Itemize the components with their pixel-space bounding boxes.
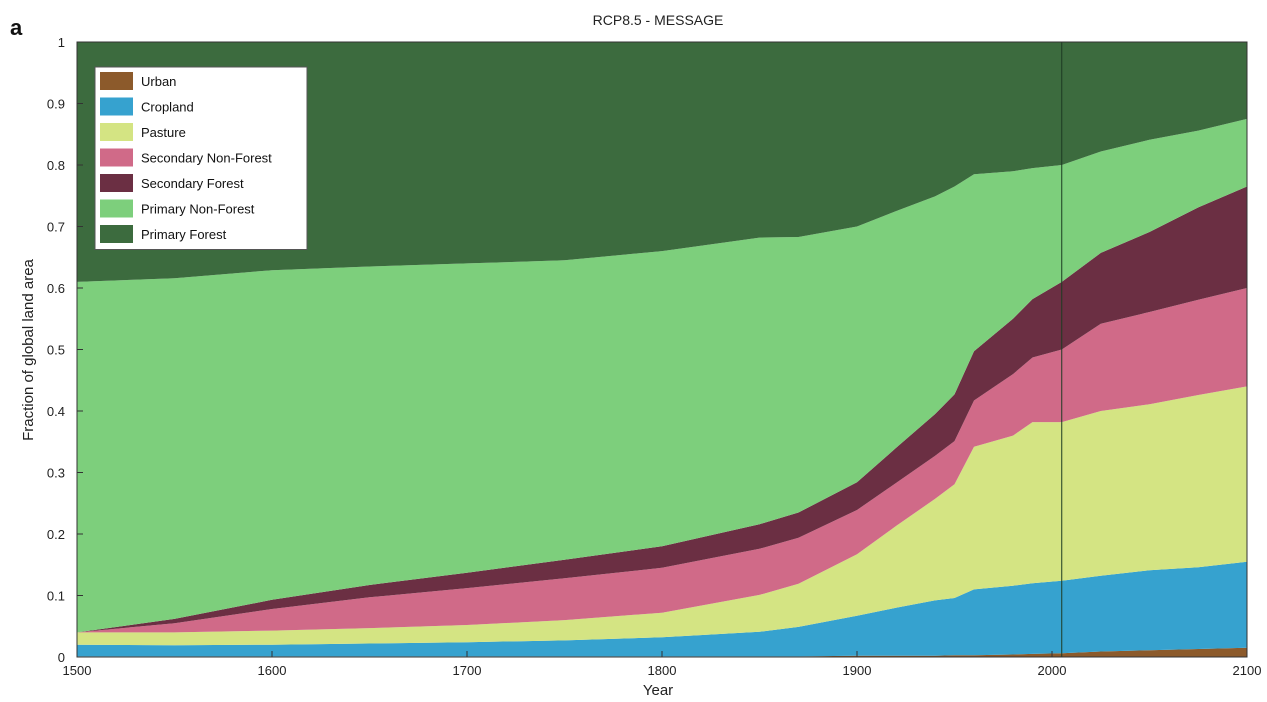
- y-tick-label: 0.6: [47, 281, 65, 296]
- plot-area: [77, 42, 1247, 657]
- y-tick-label: 0.8: [47, 158, 65, 173]
- panel-label: a: [10, 15, 23, 40]
- legend-label-cropland: Cropland: [141, 100, 194, 115]
- x-tick-label: 1700: [453, 663, 482, 678]
- area-secondary-non-forest: [77, 288, 1247, 633]
- legend-swatch-secondary-non-forest: [100, 148, 133, 167]
- x-tick-label: 1900: [843, 663, 872, 678]
- area-urban: [77, 647, 1247, 657]
- legend-swatch-urban: [100, 72, 133, 90]
- y-tick-label: 0.3: [47, 466, 65, 481]
- y-tick-label: 0.9: [47, 97, 65, 112]
- area-cropland: [77, 561, 1247, 657]
- legend-label-primary-non-forest: Primary Non-Forest: [141, 202, 255, 217]
- x-tick-label: 1800: [648, 663, 677, 678]
- y-tick-label: 0.4: [47, 404, 65, 419]
- x-tick-label: 2000: [1038, 663, 1067, 678]
- legend-label-secondary-non-forest: Secondary Non-Forest: [141, 151, 272, 166]
- area-pasture: [77, 386, 1247, 646]
- legend-swatch-pasture: [100, 123, 133, 141]
- y-tick-label: 0.7: [47, 220, 65, 235]
- chart-title: RCP8.5 - MESSAGE: [593, 12, 724, 28]
- legend-swatch-cropland: [100, 97, 133, 116]
- y-tick-label: 0.1: [47, 589, 65, 604]
- x-tick-label: 1600: [258, 663, 287, 678]
- x-tick-label: 1500: [63, 663, 92, 678]
- area-primary-non-forest: [77, 118, 1247, 633]
- legend-swatch-secondary-forest: [100, 174, 133, 192]
- axes: 1500 1600 1700 1800 1900 2000 2100 0 0.1 0.2 0.3 0.…: [47, 35, 1262, 678]
- legend-label-secondary-forest: Secondary Forest: [141, 176, 244, 191]
- legend-label-urban: Urban: [141, 74, 176, 89]
- y-tick-label: 0.2: [47, 527, 65, 542]
- legend: Urban Cropland Pasture Secondary Non-Forest…: [94, 66, 308, 250]
- y-axis-label: Fraction of global land area: [20, 258, 37, 440]
- area-primary-forest: [77, 42, 1247, 282]
- y-tick-label: 1: [58, 35, 65, 50]
- x-axis-label: Year: [643, 682, 673, 699]
- legend-swatch-primary-forest: [100, 225, 133, 243]
- y-tick-label: 0: [58, 650, 65, 665]
- legend-label-pasture: Pasture: [141, 125, 186, 140]
- legend-label-primary-forest: Primary Forest: [141, 227, 227, 242]
- x-tick-label: 2100: [1233, 663, 1262, 678]
- legend-swatch-primary-non-forest: [100, 199, 133, 218]
- y-tick-label: 0.5: [47, 343, 65, 358]
